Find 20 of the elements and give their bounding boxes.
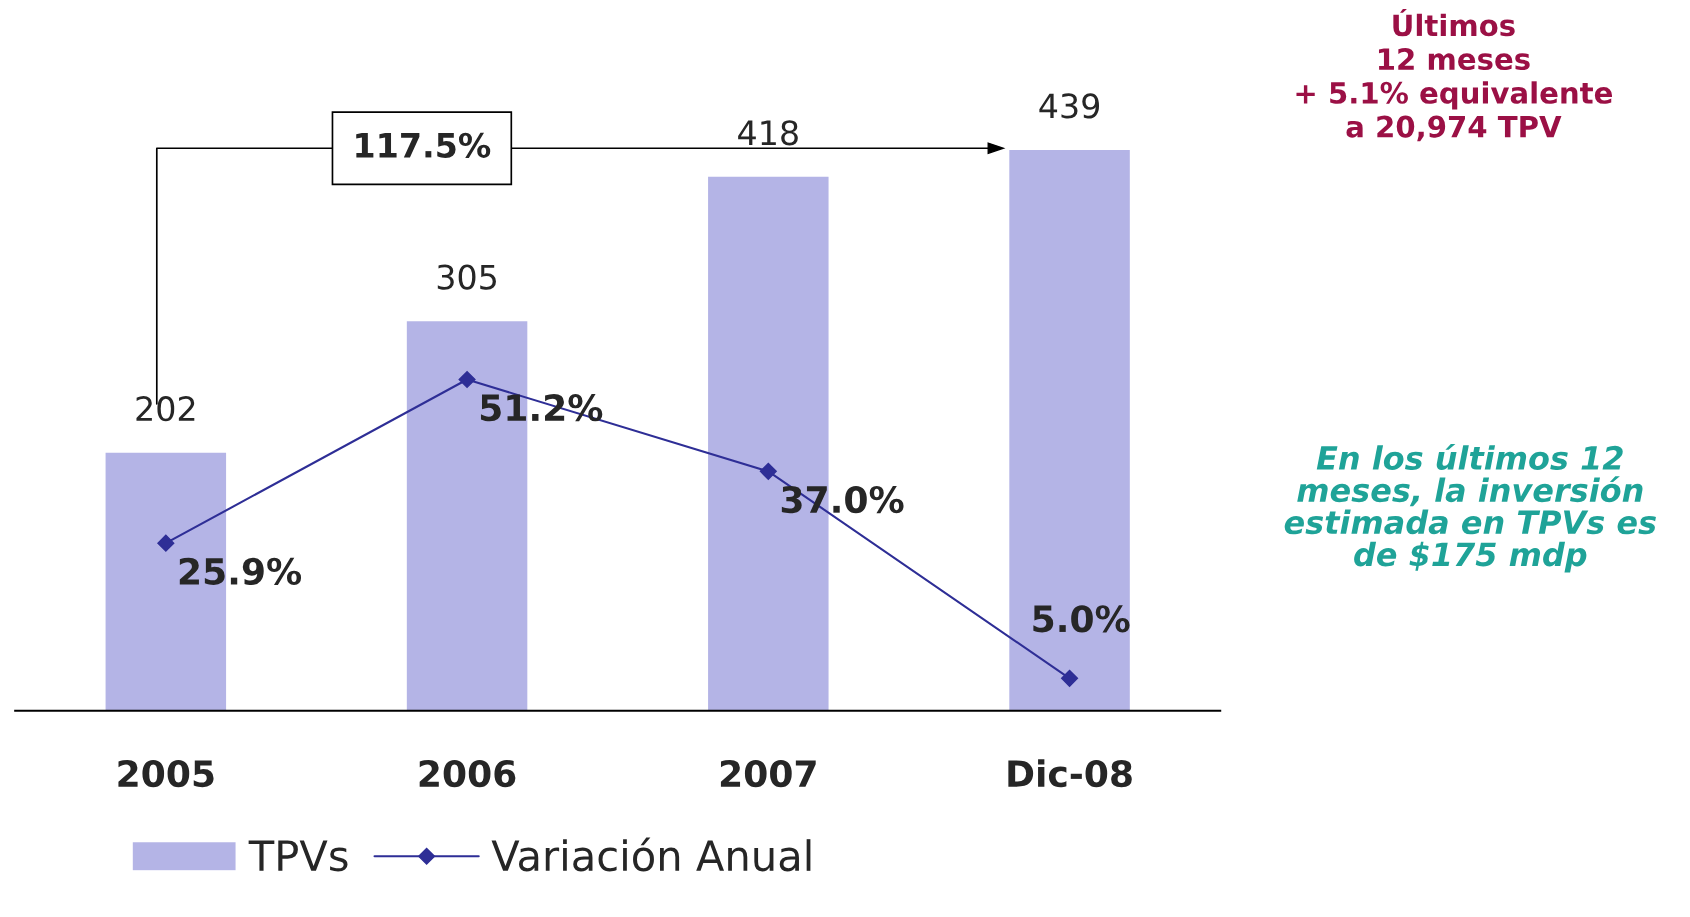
x-tick-label: 2005 (118, 759, 214, 788)
data-label: 418 (738, 120, 798, 146)
x-tick-label: 2007 (720, 759, 816, 788)
data-label: 305 (437, 264, 496, 290)
point (1061, 669, 1079, 687)
data-label: 202 (136, 396, 195, 422)
text: Últimos 12 meses + 5.1% equivalente a 20,974 TPV (1296, 8, 1612, 142)
legend-label: Variación Anual (491, 837, 811, 872)
point (759, 462, 777, 480)
text: En los últimos 12 meses, la inversión estimada en TPVs es de $175 mdp (1284, 444, 1656, 573)
annotation: 117.5% (356, 132, 491, 158)
x-tick-label: Dic-08 (1008, 759, 1132, 788)
data-label: 439 (1039, 93, 1100, 119)
data-label: 5.0% (1033, 605, 1130, 633)
data-label: 25.9% (179, 557, 302, 585)
x-tick-label: 2006 (419, 759, 516, 788)
point (458, 370, 476, 389)
point (157, 534, 175, 552)
bar (1009, 150, 1130, 711)
legend-label: TPVs (248, 840, 348, 872)
